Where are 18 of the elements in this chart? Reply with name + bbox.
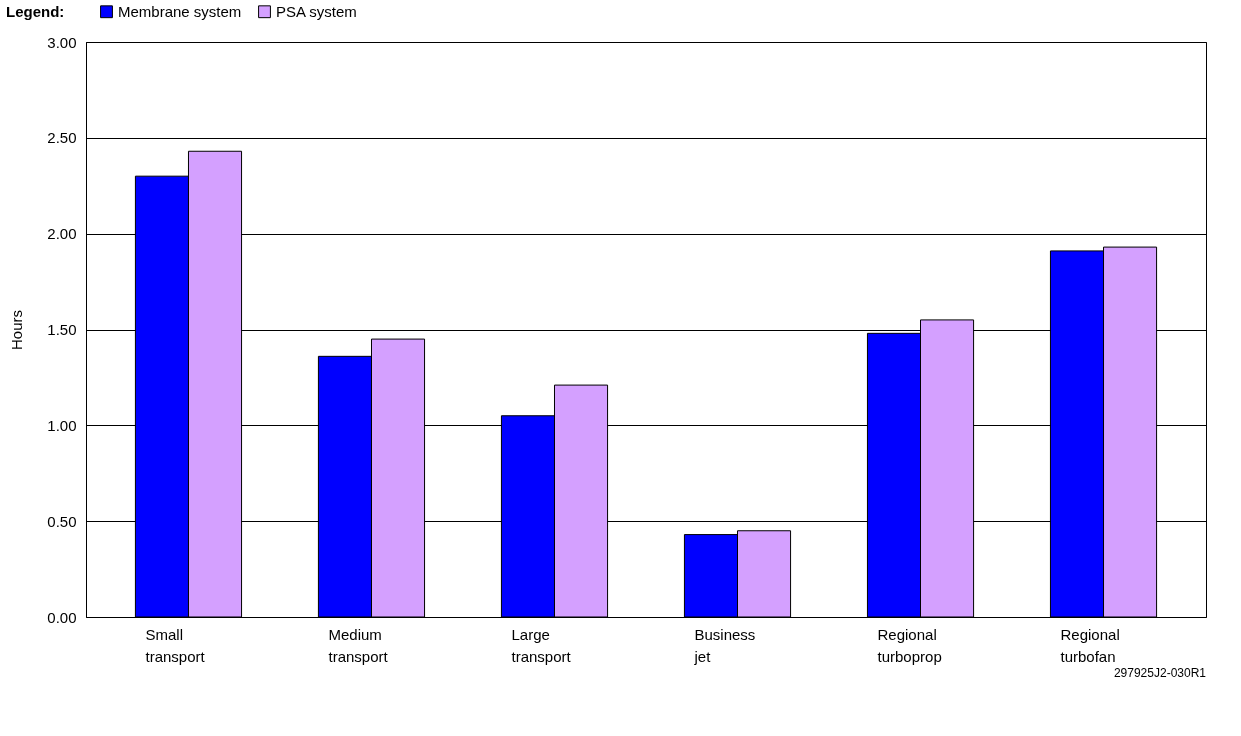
- x-tick-label: Regional turboprop: [877, 625, 942, 665]
- legend-label: PSA system: [276, 2, 357, 20]
- x-tick-label: Medium transport: [328, 625, 389, 665]
- x-tick-label: Regional turbofan: [1060, 625, 1120, 665]
- legend-title: Legend:: [6, 3, 65, 20]
- y-tick-label: 1.00: [47, 416, 77, 434]
- y-tick-label: 3.00: [47, 33, 77, 51]
- x-tick-label: Business jet: [693, 625, 756, 665]
- text: 297925J2-030R1: [1113, 666, 1207, 680]
- y-tick-label: 2.50: [47, 129, 77, 147]
- y-tick-label: 2.00: [47, 225, 77, 243]
- y-tick-label: 1.50: [47, 321, 77, 338]
- x-tick-label: Small transport: [145, 625, 206, 665]
- y-tick-label: 0.00: [47, 608, 77, 626]
- y-tick-label: 0.50: [47, 512, 77, 530]
- y-axis-title: Hours: [8, 309, 26, 351]
- legend-label: Membrane system: [118, 2, 242, 20]
- x-tick-label: Large transport: [511, 625, 572, 665]
